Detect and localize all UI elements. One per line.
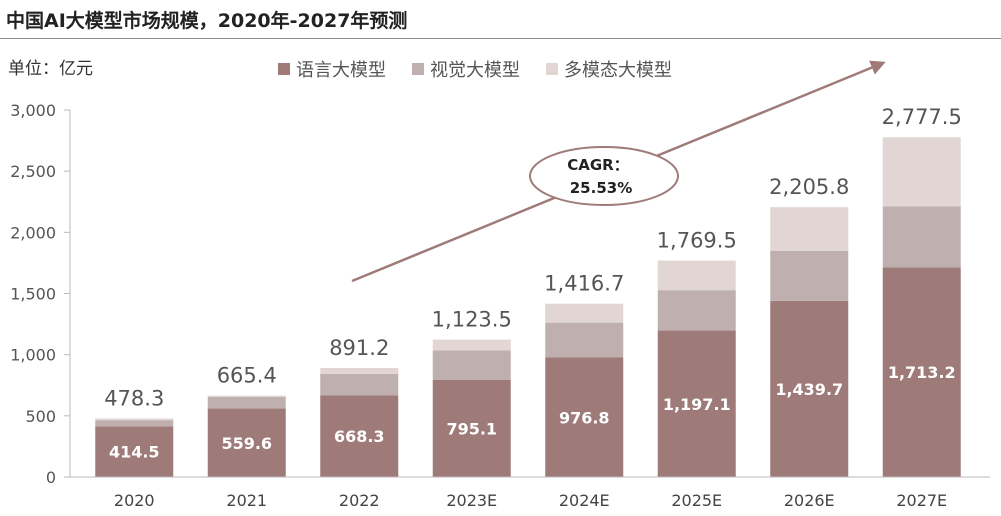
bar-value-label: 668.3 [334, 427, 385, 446]
bar-value-label: 1,197.1 [663, 395, 731, 414]
bar-total-label: 1,769.5 [657, 229, 737, 253]
bar-segment-vision [95, 420, 174, 427]
legend-label-language: 语言大模型 [296, 60, 386, 81]
chart-legend: 语言大模型 视觉大模型 多模态大模型 [278, 56, 672, 82]
x-tick-label: 2021 [226, 491, 267, 510]
bar-segment-vision [320, 373, 399, 396]
bar-segment-language [770, 300, 849, 477]
bar-value-label: 1,439.7 [775, 380, 843, 399]
y-tick-label: 1,000 [10, 346, 56, 365]
legend-item-multimodal: 多模态大模型 [546, 56, 672, 82]
bar-total-label: 2,777.5 [882, 105, 962, 129]
bar-segment-multimodal [95, 418, 174, 421]
legend-item-vision: 视觉大模型 [412, 56, 520, 82]
y-tick-label: 3,000 [10, 101, 56, 120]
bar-segment-language [882, 267, 961, 477]
bar-total-label: 1,123.5 [432, 308, 512, 332]
bar-total-label: 478.3 [104, 386, 164, 410]
bar-total-label: 891.2 [329, 336, 389, 360]
bar-segment-language [320, 395, 399, 477]
x-tick-label: 2025E [671, 491, 722, 510]
bar-segment-vision [545, 322, 624, 358]
bar-segment-vision [770, 250, 849, 301]
cagr-label: CAGR： [567, 156, 628, 174]
bar-segment-multimodal [882, 137, 961, 207]
bar-total-label: 665.4 [217, 364, 277, 388]
bar-segment-vision [882, 206, 961, 268]
legend-swatch-multimodal [546, 63, 558, 75]
bar-value-label: 976.8 [559, 408, 610, 427]
cagr-value: 25.53% [570, 179, 632, 197]
bar-segment-multimodal [770, 207, 849, 251]
bar-segment-multimodal [545, 303, 624, 323]
bar-segment-language [545, 357, 624, 477]
bar-segment-language [207, 408, 286, 477]
y-tick-label: 0 [46, 468, 56, 487]
legend-swatch-language [278, 63, 290, 75]
bar-segment-vision [207, 396, 286, 409]
bar-segment-language [432, 379, 511, 477]
y-axis: 0 500 1,000 1,500 2,000 2,500 3,000 [10, 101, 71, 487]
legend-label-multimodal: 多模态大模型 [564, 60, 672, 81]
x-tick-label: 2026E [784, 491, 835, 510]
bar-segment-language [95, 426, 174, 477]
bar-segment-multimodal [320, 367, 399, 374]
bar-segment-language [657, 330, 736, 477]
bar-value-label: 1,713.2 [888, 363, 956, 382]
bar-segment-vision [432, 350, 511, 380]
bar-value-label: 795.1 [446, 419, 497, 438]
legend-item-language: 语言大模型 [278, 56, 386, 82]
chart-title: 中国AI大模型市场规模，2020年-2027年预测 [6, 10, 408, 32]
y-tick-label: 500 [25, 407, 56, 426]
legend-swatch-vision [412, 63, 424, 75]
y-tick-label: 1,500 [10, 285, 56, 304]
x-tick-label: 2027E [896, 491, 947, 510]
x-tick-label: 2022 [339, 491, 380, 510]
legend-label-vision: 视觉大模型 [430, 60, 520, 81]
bar-value-label: 414.5 [109, 443, 160, 462]
bars-group: 414.5 478.3 559.6 665.4 668.3 891.2 795.1 1,123… [95, 105, 962, 477]
y-tick-label: 2,000 [10, 223, 56, 242]
title-divider [0, 38, 1001, 39]
x-axis-labels: 2020 2021 2022 2023E 2024E 2025E 2026E 2027E [114, 491, 947, 510]
cagr-ellipse [529, 146, 679, 206]
x-tick-label: 2024E [559, 491, 610, 510]
y-tick-label: 2,500 [10, 162, 56, 181]
bar-value-label: 559.6 [221, 434, 272, 453]
unit-label: 单位：亿元 [8, 59, 93, 79]
bar-total-label: 2,205.8 [769, 175, 849, 199]
bar-segment-multimodal [207, 395, 286, 397]
bar-segment-vision [657, 290, 736, 331]
bar-segment-multimodal [432, 339, 511, 351]
bar-total-label: 1,416.7 [544, 272, 624, 296]
bar-segment-multimodal [657, 260, 736, 291]
x-tick-label: 2020 [114, 491, 155, 510]
x-tick-label: 2023E [446, 491, 497, 510]
